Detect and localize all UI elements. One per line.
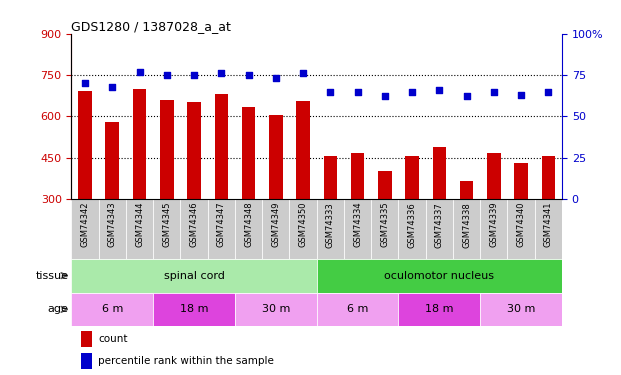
Text: GSM74349: GSM74349: [271, 202, 280, 247]
Bar: [480, 292, 562, 326]
Bar: [460, 181, 473, 199]
Text: 18 m: 18 m: [425, 304, 453, 314]
Bar: [106, 122, 119, 199]
Point: [380, 93, 390, 99]
Bar: [81, 353, 92, 369]
Text: GSM74350: GSM74350: [299, 202, 307, 247]
Bar: [535, 199, 562, 259]
Text: oculomotor nucleus: oculomotor nucleus: [384, 271, 494, 280]
Bar: [426, 199, 453, 259]
Text: GSM74342: GSM74342: [81, 202, 89, 247]
Bar: [153, 199, 181, 259]
Text: GSM74343: GSM74343: [108, 202, 117, 248]
Point: [298, 70, 308, 76]
Text: GDS1280 / 1387028_a_at: GDS1280 / 1387028_a_at: [71, 20, 231, 33]
Bar: [399, 292, 480, 326]
Bar: [324, 156, 337, 199]
Point: [407, 88, 417, 94]
Text: 30 m: 30 m: [507, 304, 535, 314]
Bar: [71, 199, 99, 259]
Bar: [235, 292, 317, 326]
Bar: [81, 331, 92, 346]
Bar: [126, 199, 153, 259]
Bar: [160, 100, 174, 199]
Point: [135, 69, 145, 75]
Point: [189, 72, 199, 78]
Bar: [296, 101, 310, 199]
Bar: [487, 153, 501, 199]
Bar: [262, 199, 289, 259]
Bar: [78, 92, 92, 199]
Text: GSM74344: GSM74344: [135, 202, 144, 247]
Bar: [207, 199, 235, 259]
Text: GSM74341: GSM74341: [544, 202, 553, 247]
Bar: [71, 259, 317, 292]
Text: 18 m: 18 m: [180, 304, 208, 314]
Point: [353, 88, 363, 94]
Text: GSM74347: GSM74347: [217, 202, 226, 248]
Point: [162, 72, 172, 78]
Bar: [214, 94, 228, 199]
Text: count: count: [98, 334, 128, 344]
Text: GSM74345: GSM74345: [162, 202, 171, 247]
Point: [243, 72, 253, 78]
Text: GSM74339: GSM74339: [489, 202, 499, 248]
Bar: [371, 199, 399, 259]
Point: [543, 88, 553, 94]
Bar: [235, 199, 262, 259]
Point: [461, 93, 471, 99]
Point: [516, 92, 526, 98]
Point: [271, 75, 281, 81]
Text: tissue: tissue: [35, 271, 68, 280]
Text: age: age: [47, 304, 68, 314]
Bar: [344, 199, 371, 259]
Bar: [317, 259, 562, 292]
Text: GSM74333: GSM74333: [326, 202, 335, 248]
Bar: [289, 199, 317, 259]
Text: GSM74348: GSM74348: [244, 202, 253, 248]
Point: [107, 84, 117, 90]
Text: 6 m: 6 m: [347, 304, 368, 314]
Bar: [71, 292, 153, 326]
Bar: [181, 199, 207, 259]
Bar: [317, 292, 399, 326]
Bar: [99, 199, 126, 259]
Point: [434, 87, 444, 93]
Point: [216, 70, 226, 76]
Bar: [399, 199, 426, 259]
Bar: [542, 156, 555, 199]
Bar: [317, 199, 344, 259]
Text: GSM74334: GSM74334: [353, 202, 362, 248]
Bar: [514, 163, 528, 199]
Text: GSM74340: GSM74340: [517, 202, 525, 247]
Bar: [433, 147, 446, 199]
Text: 30 m: 30 m: [261, 304, 290, 314]
Bar: [406, 156, 419, 199]
Text: GSM74338: GSM74338: [462, 202, 471, 248]
Bar: [242, 106, 255, 199]
Text: GSM74336: GSM74336: [407, 202, 417, 248]
Point: [80, 80, 90, 86]
Bar: [480, 199, 507, 259]
Text: GSM74346: GSM74346: [189, 202, 199, 248]
Point: [489, 88, 499, 94]
Bar: [133, 89, 147, 199]
Text: GSM74335: GSM74335: [380, 202, 389, 248]
Text: 6 m: 6 m: [102, 304, 123, 314]
Text: spinal cord: spinal cord: [163, 271, 225, 280]
Bar: [153, 292, 235, 326]
Bar: [507, 199, 535, 259]
Bar: [351, 153, 365, 199]
Bar: [188, 102, 201, 199]
Text: GSM74337: GSM74337: [435, 202, 444, 248]
Bar: [453, 199, 480, 259]
Bar: [378, 171, 392, 199]
Point: [325, 88, 335, 94]
Text: percentile rank within the sample: percentile rank within the sample: [98, 356, 274, 366]
Bar: [269, 115, 283, 199]
